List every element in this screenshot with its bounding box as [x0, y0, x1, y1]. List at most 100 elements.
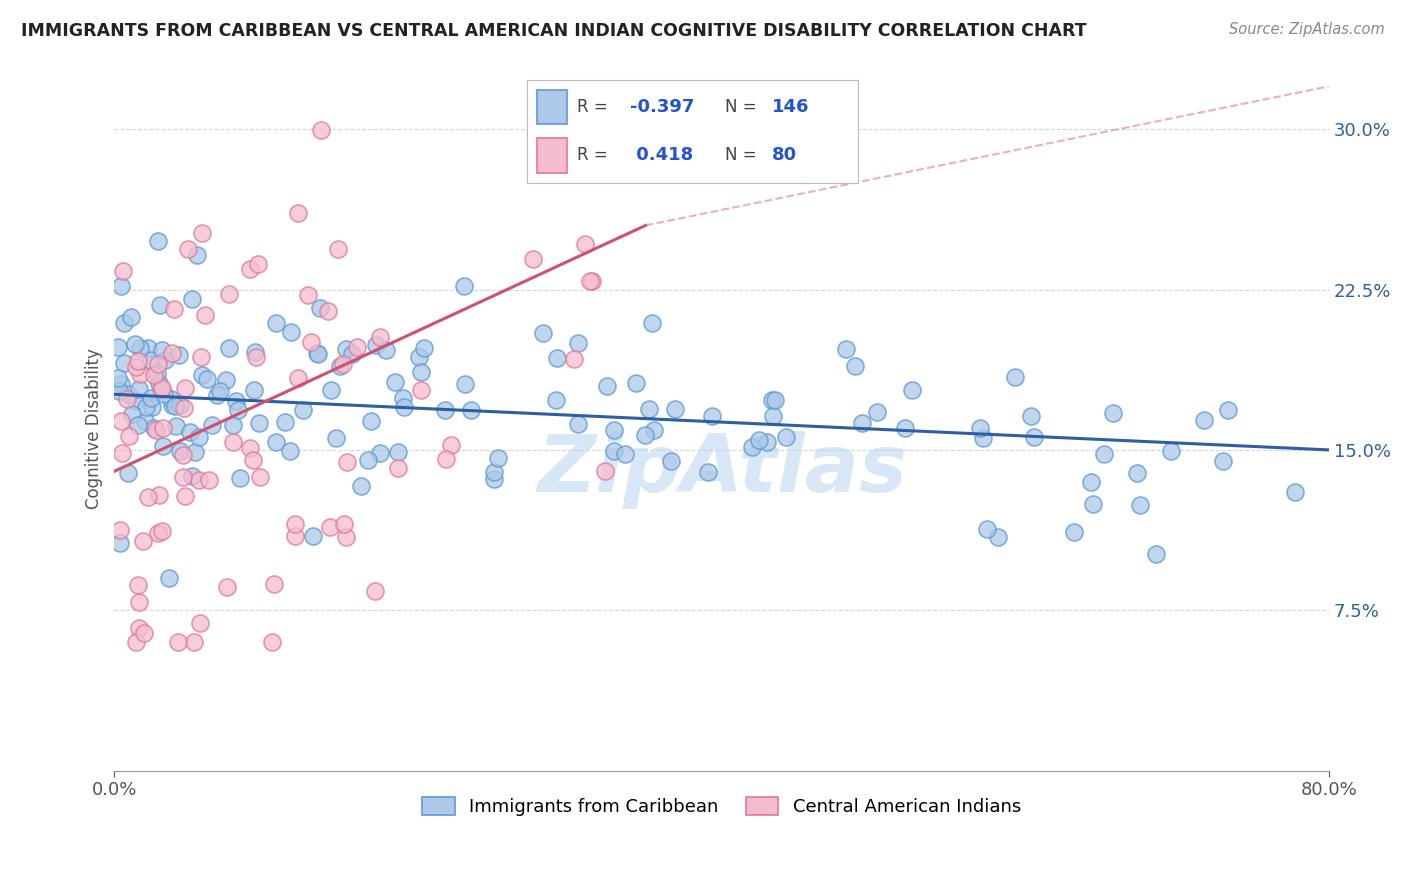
Point	[374, 343, 396, 358]
Point	[183, 635, 205, 649]
Point	[148, 376, 170, 390]
Point	[326, 243, 349, 257]
Point	[226, 403, 249, 417]
Point	[408, 350, 430, 364]
Point	[987, 530, 1010, 544]
Point	[305, 346, 328, 360]
Point	[165, 399, 187, 413]
Point	[264, 316, 287, 330]
Point	[217, 580, 239, 594]
Point	[117, 387, 139, 401]
Point	[167, 635, 190, 649]
Point	[1092, 447, 1115, 461]
Point	[135, 400, 157, 414]
Text: R =: R =	[576, 98, 607, 116]
Point	[148, 526, 170, 541]
Point	[169, 443, 191, 458]
Point	[179, 425, 201, 439]
Point	[249, 469, 271, 483]
Point	[125, 359, 148, 374]
Point	[364, 584, 387, 599]
Point	[118, 429, 141, 443]
Point	[150, 381, 173, 395]
Point	[366, 338, 388, 352]
Point	[134, 414, 156, 428]
Point	[149, 298, 172, 312]
Point	[844, 359, 866, 373]
Point	[762, 409, 785, 423]
Point	[1102, 405, 1125, 419]
Point	[299, 334, 322, 349]
Point	[1019, 409, 1042, 423]
Point	[218, 287, 240, 301]
Point	[567, 417, 589, 431]
Point	[976, 522, 998, 536]
Point	[136, 342, 159, 356]
Point	[260, 635, 283, 649]
Point	[173, 489, 195, 503]
Point	[173, 401, 195, 416]
FancyBboxPatch shape	[537, 89, 567, 124]
Point	[157, 571, 180, 585]
Point	[187, 429, 209, 443]
Point	[148, 488, 170, 502]
Point	[229, 471, 252, 485]
Text: Source: ZipAtlas.com: Source: ZipAtlas.com	[1229, 22, 1385, 37]
Point	[357, 452, 380, 467]
Point	[190, 350, 212, 364]
Point	[143, 368, 166, 383]
Point	[596, 379, 619, 393]
Point	[1063, 524, 1085, 539]
Text: 80: 80	[772, 146, 797, 164]
Point	[546, 351, 568, 365]
Point	[172, 469, 194, 483]
Point	[384, 375, 406, 389]
Point	[297, 287, 319, 301]
Point	[239, 442, 262, 456]
Point	[531, 326, 554, 340]
Point	[319, 520, 342, 534]
Point	[110, 414, 132, 428]
Point	[748, 433, 770, 447]
Point	[634, 427, 657, 442]
Point	[141, 400, 163, 414]
Point	[741, 440, 763, 454]
Point	[222, 418, 245, 433]
Point	[108, 523, 131, 537]
Point	[264, 434, 287, 449]
Point	[1080, 475, 1102, 490]
Point	[112, 316, 135, 330]
Point	[901, 383, 924, 397]
Point	[152, 386, 174, 401]
Y-axis label: Cognitive Disability: Cognitive Disability	[86, 348, 103, 509]
Point	[284, 529, 307, 543]
Point	[307, 347, 329, 361]
Point	[181, 469, 204, 483]
Point	[486, 451, 509, 466]
Point	[239, 262, 262, 277]
Point	[245, 345, 267, 359]
Point	[225, 393, 247, 408]
Point	[207, 387, 229, 401]
Point	[1081, 497, 1104, 511]
Point	[208, 384, 231, 398]
Point	[188, 615, 211, 630]
Point	[581, 274, 603, 288]
Point	[160, 392, 183, 406]
Point	[894, 421, 917, 435]
Point	[482, 465, 505, 479]
Point	[139, 391, 162, 405]
Point	[325, 431, 347, 445]
Point	[319, 383, 342, 397]
Point	[186, 247, 208, 261]
Point	[453, 279, 475, 293]
Point	[245, 350, 267, 364]
Point	[125, 635, 148, 649]
Point	[292, 403, 315, 417]
Point	[247, 416, 270, 430]
Point	[201, 418, 224, 433]
Point	[278, 443, 301, 458]
Point	[412, 341, 434, 355]
Point	[125, 393, 148, 408]
Point	[440, 438, 463, 452]
